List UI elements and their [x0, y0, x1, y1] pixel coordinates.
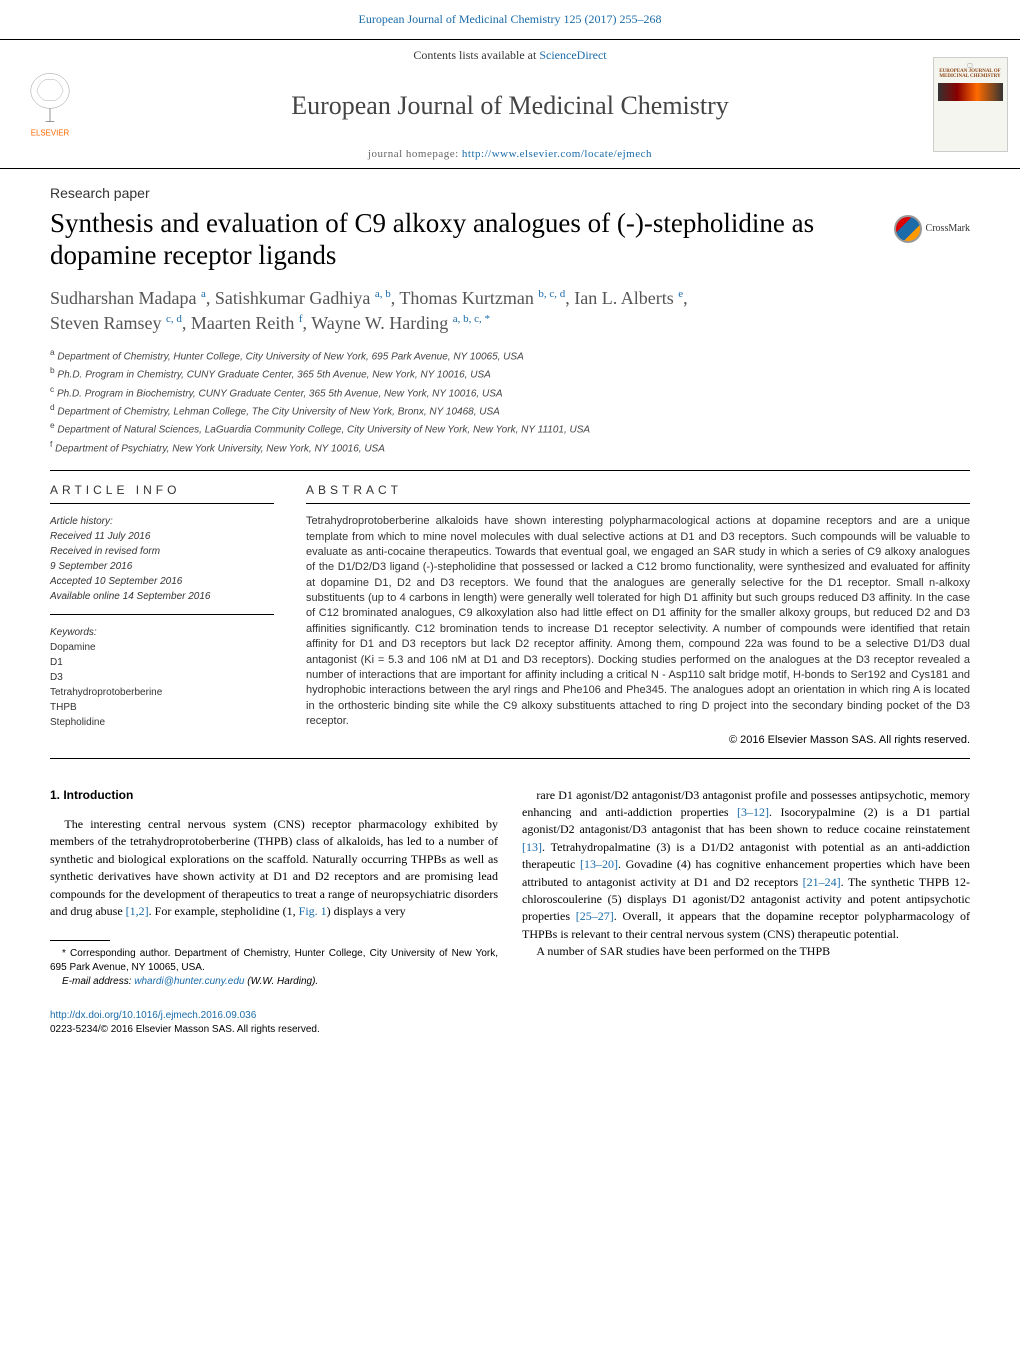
keyword-2: D3 — [50, 670, 274, 685]
contents-line: Contents lists available at ScienceDirec… — [100, 48, 920, 63]
intro-para-2: rare D1 agonist/D2 antagonist/D3 antagon… — [522, 787, 970, 944]
article-info-column: ARTICLE INFO Article history: Received 1… — [50, 471, 290, 757]
intro-para-3: A number of SAR studies have been perfor… — [522, 943, 970, 960]
affiliation-c: c Ph.D. Program in Biochemistry, CUNY Gr… — [50, 383, 970, 401]
email-label: E-mail address: — [62, 976, 134, 987]
cover-main-title: MEDICINAL CHEMISTRY — [939, 74, 1000, 79]
homepage-prefix: journal homepage: — [368, 148, 462, 160]
journal-cover-thumbnail: ▢ EUROPEAN JOURNAL OF MEDICINAL CHEMISTR… — [933, 57, 1008, 152]
elsevier-tree-icon: ELSEVIER — [20, 69, 80, 139]
body-column-left: 1. Introduction The interesting central … — [50, 787, 498, 990]
email-suffix: (W.W. Harding). — [244, 976, 318, 987]
affiliation-a: a Department of Chemistry, Hunter Colleg… — [50, 346, 970, 364]
crossmark-label: CrossMark — [926, 223, 970, 235]
top-journal-link: European Journal of Medicinal Chemistry … — [0, 0, 1020, 39]
body-column-right: rare D1 agonist/D2 antagonist/D3 antagon… — [522, 787, 970, 990]
homepage-link[interactable]: http://www.elsevier.com/locate/ejmech — [462, 148, 652, 160]
header-banner: ELSEVIER Contents lists available at Sci… — [0, 39, 1020, 169]
intro-para-1: The interesting central nervous system (… — [50, 816, 498, 920]
history-received: Received 11 July 2016 — [50, 529, 274, 544]
abstract-text: Tetrahydroprotoberberine alkaloids have … — [306, 514, 970, 729]
affiliation-d: d Department of Chemistry, Lehman Colleg… — [50, 401, 970, 419]
bottom-identifier-bar: http://dx.doi.org/10.1016/j.ejmech.2016.… — [0, 989, 1020, 1047]
history-revised-date: 9 September 2016 — [50, 559, 274, 574]
keyword-3: Tetrahydroprotoberberine — [50, 685, 274, 700]
keyword-4: THPB — [50, 700, 274, 715]
header-cover-cell: ▢ EUROPEAN JOURNAL OF MEDICINAL CHEMISTR… — [920, 40, 1020, 168]
author-email-link[interactable]: whardi@hunter.cuny.edu — [134, 976, 244, 987]
history-label: Article history: — [50, 514, 274, 529]
cover-band-graphic — [938, 83, 1003, 101]
corresponding-author-footnote: * Corresponding author. Department of Ch… — [50, 947, 498, 975]
affiliation-b: b Ph.D. Program in Chemistry, CUNY Gradu… — [50, 364, 970, 382]
keyword-5: Stepholidine — [50, 715, 274, 730]
authors-line-1: Sudharshan Madapa a, Satishkumar Gadhiya… — [50, 286, 970, 311]
abstract-copyright: © 2016 Elsevier Masson SAS. All rights r… — [306, 730, 970, 746]
email-footnote: E-mail address: whardi@hunter.cuny.edu (… — [50, 975, 498, 989]
keyword-1: D1 — [50, 655, 274, 670]
publisher-logo-cell: ELSEVIER — [0, 40, 100, 168]
authors-line-2: Steven Ramsey c, d, Maarten Reith f, Way… — [50, 311, 970, 336]
body-two-column: 1. Introduction The interesting central … — [0, 759, 1020, 990]
issn-copyright: 0223-5234/© 2016 Elsevier Masson SAS. Al… — [50, 1023, 970, 1037]
sciencedirect-link[interactable]: ScienceDirect — [539, 48, 606, 62]
intro-heading: 1. Introduction — [50, 787, 498, 804]
affiliation-e: e Department of Natural Sciences, LaGuar… — [50, 419, 970, 437]
journal-title: European Journal of Medicinal Chemistry — [100, 91, 920, 121]
article-title: Synthesis and evaluation of C9 alkoxy an… — [50, 207, 894, 272]
article-type: Research paper — [0, 169, 1020, 207]
contents-prefix: Contents lists available at — [413, 48, 539, 62]
crossmark-badge[interactable]: CrossMark — [894, 215, 970, 243]
svg-text:ELSEVIER: ELSEVIER — [31, 129, 70, 138]
elsevier-logo: ELSEVIER — [20, 69, 80, 139]
history-revised: Received in revised form — [50, 544, 274, 559]
keyword-0: Dopamine — [50, 640, 274, 655]
doi-link[interactable]: http://dx.doi.org/10.1016/j.ejmech.2016.… — [50, 1010, 256, 1021]
crossmark-icon — [894, 215, 922, 243]
affiliation-f: f Department of Psychiatry, New York Uni… — [50, 438, 970, 456]
homepage-line: journal homepage: http://www.elsevier.co… — [100, 148, 920, 160]
info-abstract-row: ARTICLE INFO Article history: Received 1… — [50, 470, 970, 758]
authors-block: Sudharshan Madapa a, Satishkumar Gadhiya… — [0, 272, 1020, 342]
cover-badge-icon: ▢ — [967, 62, 973, 69]
article-info-heading: ARTICLE INFO — [50, 483, 274, 504]
history-accepted: Accepted 10 September 2016 — [50, 574, 274, 589]
affiliations-block: a Department of Chemistry, Hunter Colleg… — [0, 342, 1020, 470]
history-online: Available online 14 September 2016 — [50, 589, 274, 604]
article-title-row: Synthesis and evaluation of C9 alkoxy an… — [0, 207, 1020, 272]
keywords-label: Keywords: — [50, 625, 274, 640]
abstract-heading: ABSTRACT — [306, 483, 970, 504]
article-history: Article history: Received 11 July 2016 R… — [50, 514, 274, 615]
keywords-block: Keywords: Dopamine D1 D3 Tetrahydroproto… — [50, 625, 274, 730]
journal-issue-link[interactable]: European Journal of Medicinal Chemistry … — [359, 12, 662, 26]
header-center: Contents lists available at ScienceDirec… — [100, 40, 920, 168]
footnote-separator — [50, 940, 110, 941]
abstract-column: ABSTRACT Tetrahydroprotoberberine alkalo… — [290, 471, 970, 757]
